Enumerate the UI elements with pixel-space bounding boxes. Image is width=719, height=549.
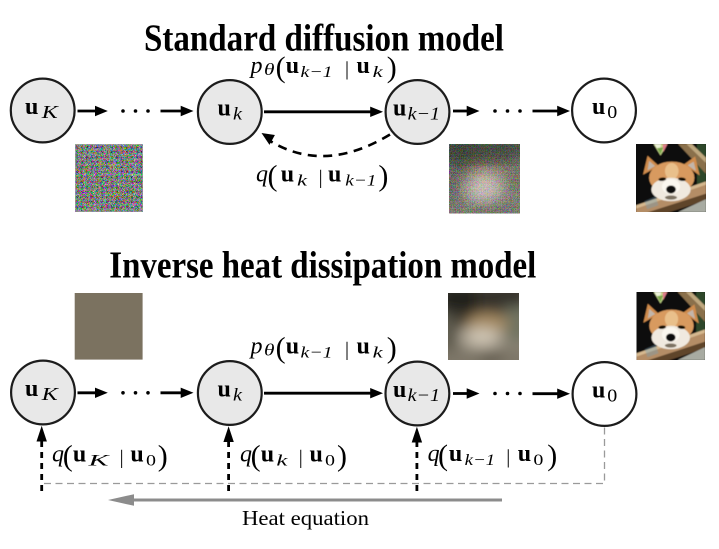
svg-text:uk−1: uk−1 — [393, 377, 440, 405]
svg-text:u0: u0 — [592, 378, 617, 406]
svg-text:uk−1: uk−1 — [393, 95, 440, 123]
svg-text:q(uk−1|u0): q(u k−1 | u 0) — [428, 439, 558, 472]
svg-text:q(uk|uk−1): q(u k | u k−1) — [256, 160, 388, 193]
svg-text:uk: uk — [218, 95, 244, 123]
svg-text:q(uK|u0): q(uK | u 0) — [52, 439, 168, 472]
svg-text:uK: uK — [25, 376, 59, 404]
svg-text:uK: uK — [25, 94, 59, 122]
svg-text:u0: u0 — [592, 94, 617, 122]
svg-text:q(uk|u0): q(u k | u 0) — [240, 439, 347, 472]
svg-text:Standard diffusion model: Standard diffusion model — [144, 18, 504, 60]
svg-text:Inverse heat dissipation model: Inverse heat dissipation model — [109, 245, 536, 287]
svg-text:pθ(uk−1|uk): pθ(uk−1 | u k) — [249, 51, 397, 84]
svg-text:uk: uk — [218, 377, 244, 405]
svg-text:Heat equation: Heat equation — [242, 506, 370, 530]
svg-text:pθ(uk−1|uk): pθ(uk−1 | u k) — [249, 332, 397, 365]
